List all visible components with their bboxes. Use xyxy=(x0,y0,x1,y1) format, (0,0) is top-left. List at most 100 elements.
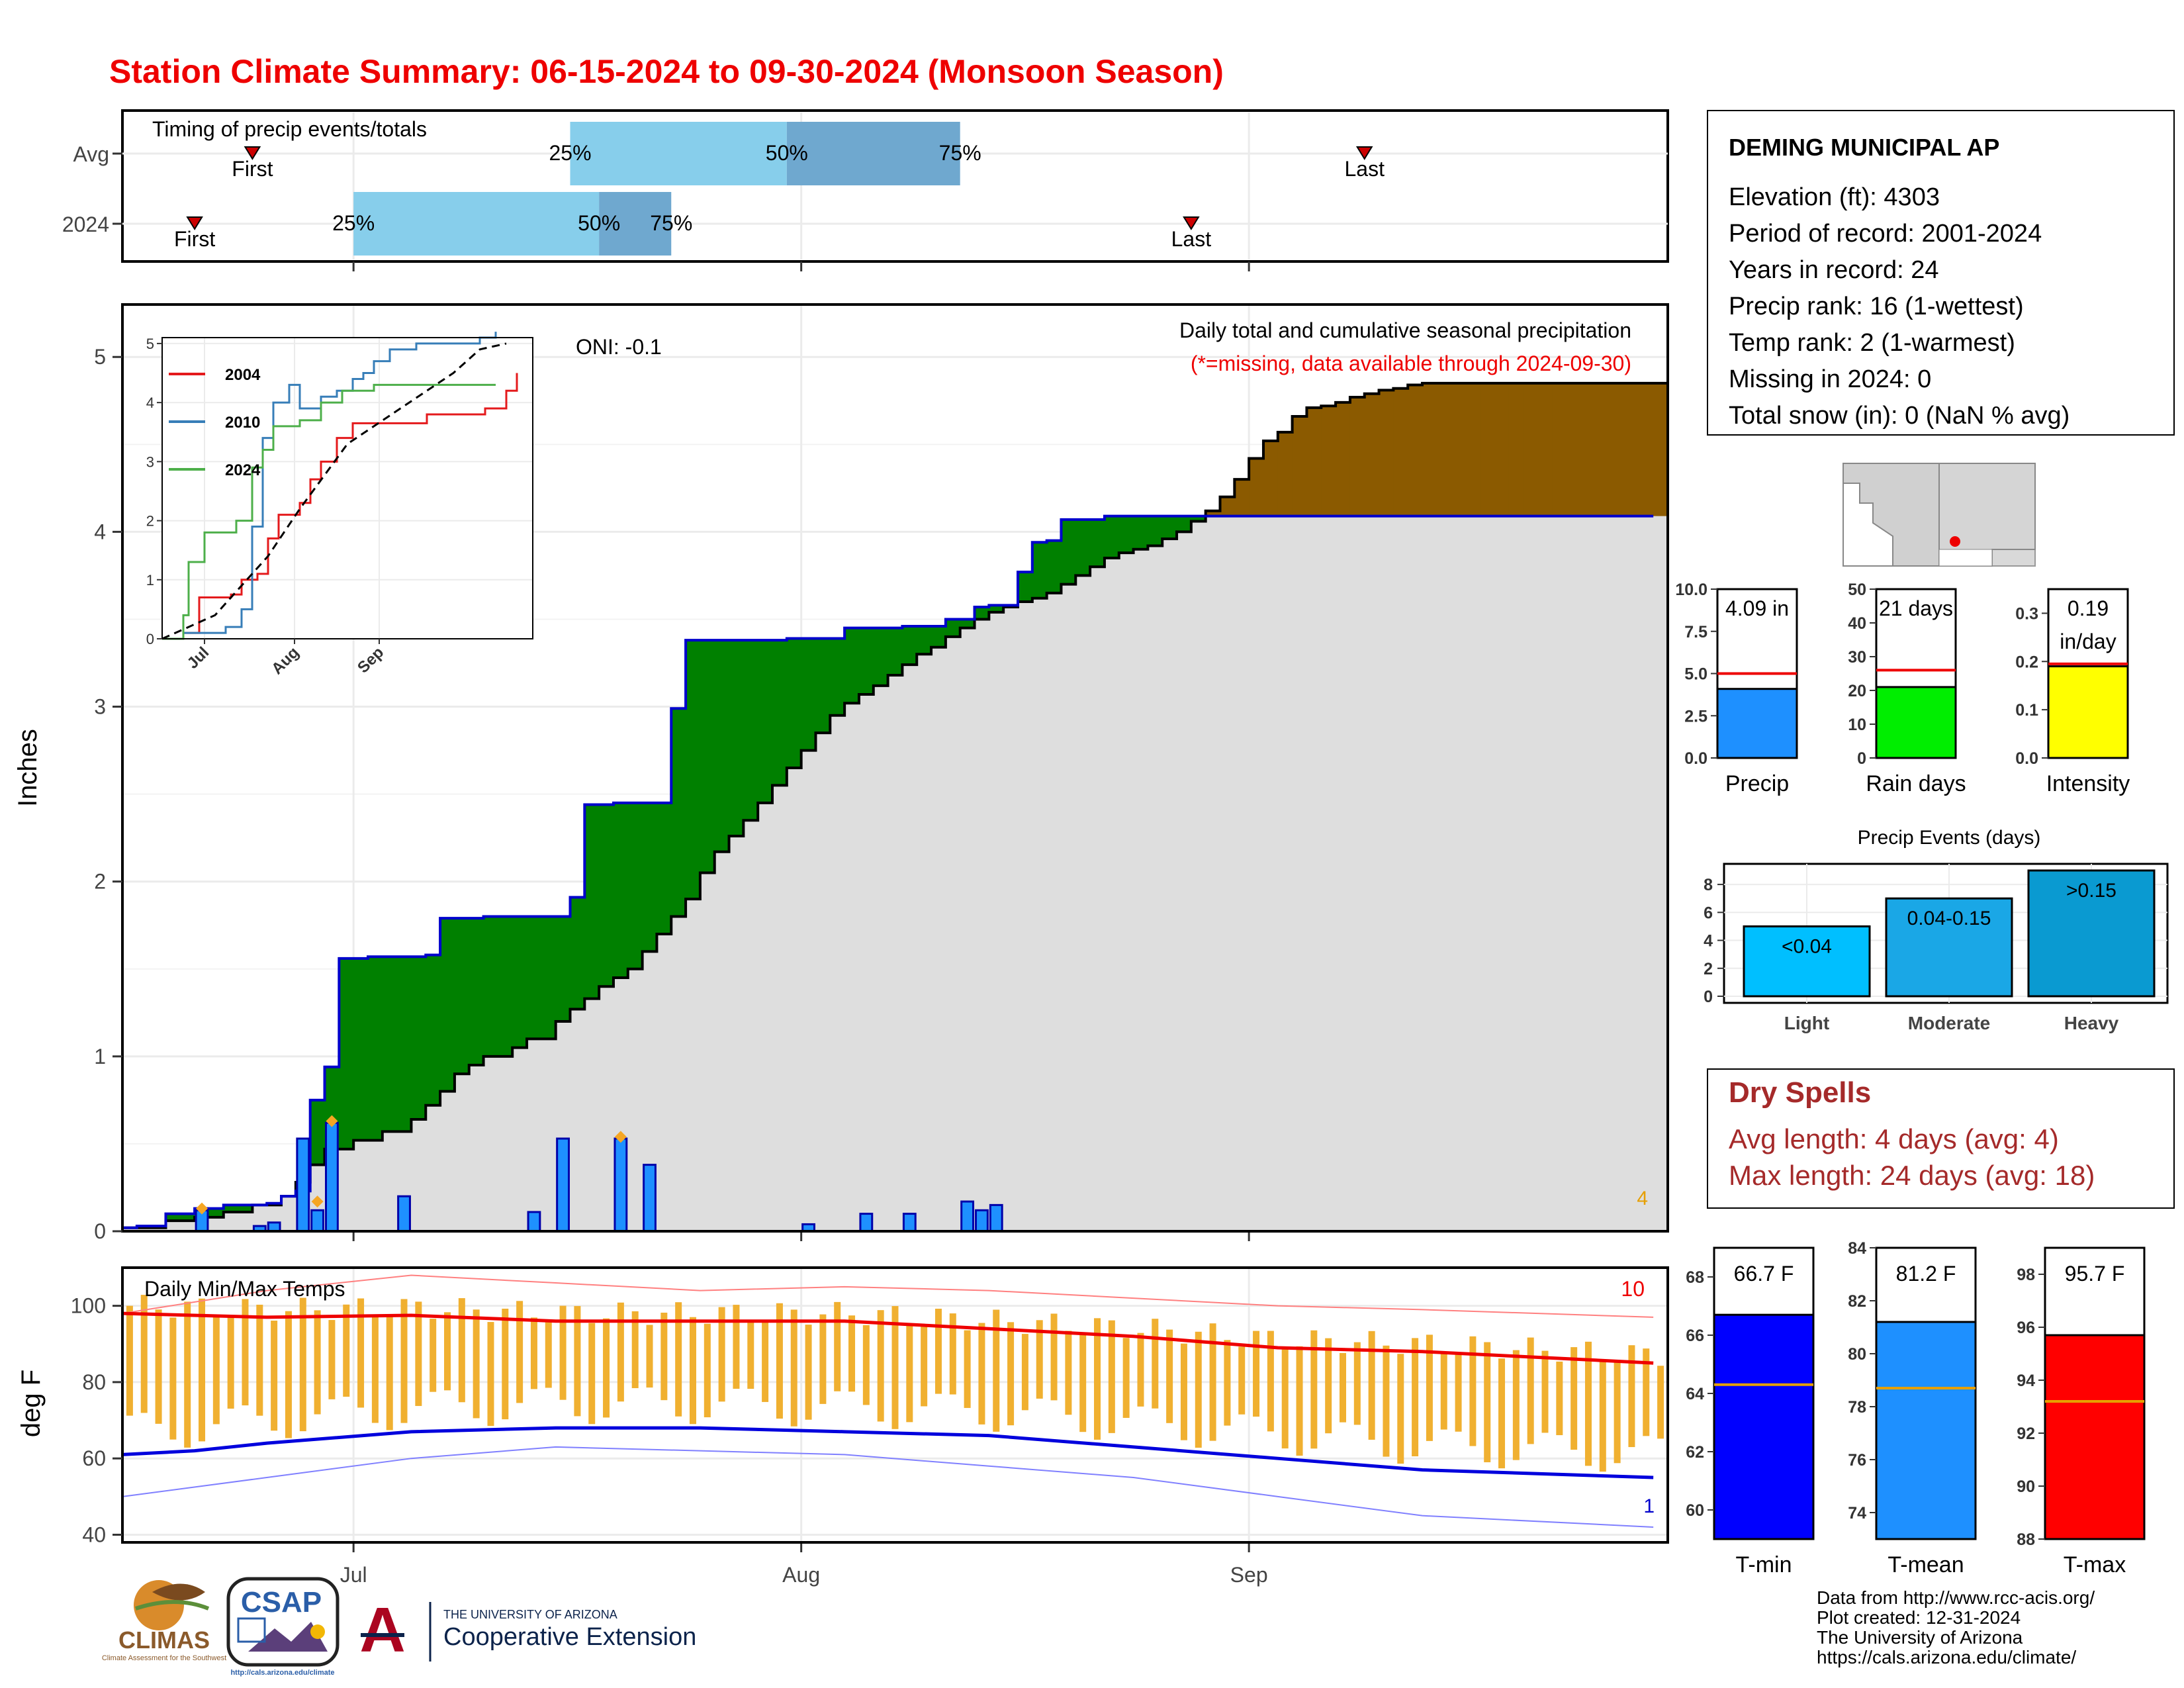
precip-base-area xyxy=(1610,516,1625,1232)
mini-bar-ytick-label: 0.3 xyxy=(2015,604,2038,623)
precip-surplus-area xyxy=(815,638,831,733)
timing-last-label: Last xyxy=(1171,227,1212,251)
mini-bar-caption: Rain days xyxy=(1866,771,1966,796)
temp-summary-ytick-label: 76 xyxy=(1848,1451,1866,1470)
precip-surplus-area xyxy=(339,958,354,1149)
precip-daily-bar xyxy=(296,1137,310,1233)
precip-base-area xyxy=(1508,516,1524,1232)
precip-base-area xyxy=(700,872,715,1231)
timing-last-marker xyxy=(1355,146,1373,160)
precip-base-area xyxy=(657,933,672,1231)
precip-base-area xyxy=(440,1091,455,1231)
temp-daily-range-bar xyxy=(964,1330,971,1408)
temp-daily-range-bar xyxy=(790,1309,797,1427)
precip-base-area xyxy=(1234,516,1250,1232)
temp-summary-ytick-label: 68 xyxy=(1686,1268,1704,1287)
temp-daily-range-bar xyxy=(631,1311,639,1389)
temp-daily-range-bar xyxy=(1079,1335,1087,1432)
precip-surplus-area xyxy=(743,640,758,821)
precip-deficit-area xyxy=(1465,383,1480,516)
precip-surplus-area xyxy=(469,918,484,1066)
precip-surplus-area xyxy=(180,1213,195,1221)
temp-daily-range-bar xyxy=(646,1325,653,1388)
temp-summary-value-label: 81.2 F xyxy=(1896,1262,1956,1286)
climas-subtitle: Climate Assessment for the Southwest xyxy=(102,1654,226,1662)
temp-daily-range-bar xyxy=(588,1323,596,1425)
logo-csap: CSAP http://cals.arizona.edu/climate xyxy=(226,1577,340,1677)
precip-ytick-label: 2 xyxy=(94,870,106,894)
temp-daily-range-bar xyxy=(1108,1320,1115,1433)
temp-daily-range-bar xyxy=(371,1315,379,1423)
mini-bar-unit-label: in/day xyxy=(2060,630,2116,653)
temp-daily-range-bar xyxy=(415,1301,422,1406)
temp-summary-ytick-label: 84 xyxy=(1848,1239,1866,1258)
footer-credit-line: Plot created: 12-31-2024 xyxy=(1817,1607,2021,1628)
temp-daily-range-bar xyxy=(1137,1333,1144,1407)
temp-daily-range-bar xyxy=(574,1305,581,1417)
precip-surplus-area xyxy=(786,638,802,768)
timing-p50-label: 50% xyxy=(766,141,808,165)
temp-daily-range-bar xyxy=(1152,1319,1159,1409)
temp-summary-ytick-label: 80 xyxy=(1848,1345,1866,1364)
climas-wordmark: CLIMAS xyxy=(118,1626,210,1654)
logo-university-of-arizona: A THE UNIVERSITY OF ARIZONA Cooperative … xyxy=(359,1595,696,1665)
precip-deficit-area xyxy=(1537,383,1553,516)
temp-daily-range-bar xyxy=(530,1317,537,1389)
temp-daily-range-bar xyxy=(502,1308,509,1420)
precip-base-area xyxy=(1639,516,1654,1232)
temp-daily-range-bar xyxy=(400,1299,408,1423)
precip-deficit-area xyxy=(1508,383,1524,516)
temp-record-min-line xyxy=(122,1446,1654,1528)
precip-base-area xyxy=(1465,516,1480,1232)
month-label: Jul xyxy=(340,1563,367,1587)
precip-base-area xyxy=(1552,516,1567,1232)
temp-daily-range-bar xyxy=(1512,1350,1520,1460)
mini-bar-ytick-label: 10 xyxy=(1848,716,1866,734)
temp-daily-range-bar xyxy=(1094,1318,1101,1440)
precip-ytick-label: 4 xyxy=(94,520,106,543)
mini-bar-ytick-label: 40 xyxy=(1848,614,1866,633)
precip-base-area xyxy=(989,612,1004,1231)
precip-base-area xyxy=(830,715,845,1231)
precip-base-area xyxy=(1494,516,1510,1232)
temp-daily-range-bar xyxy=(1498,1358,1506,1469)
precip-daily-bar xyxy=(527,1211,541,1233)
precip-surplus-area xyxy=(396,957,412,1132)
precip-base-area xyxy=(858,694,874,1231)
precip-base-area xyxy=(599,986,614,1231)
precip-base-area xyxy=(1191,521,1206,1232)
precip-surplus-area xyxy=(223,1205,239,1212)
precip-base-area xyxy=(960,628,976,1231)
temp-daily-range-bar xyxy=(1556,1361,1563,1436)
precip-surplus-area xyxy=(208,1208,224,1217)
mini-bar-ytick-label: 2.5 xyxy=(1684,707,1707,726)
temp-daily-range-bar xyxy=(978,1323,985,1425)
station-info-line: Elevation (ft): 4303 xyxy=(1729,183,1940,211)
temp-daily-range-bar xyxy=(473,1309,480,1419)
precip-base-area xyxy=(1046,592,1062,1231)
temp-ytick-label: 40 xyxy=(82,1523,106,1546)
dry-spells-avg: Avg length: 4 days (avg: 4) xyxy=(1729,1123,2059,1154)
temp-daily-range-bar xyxy=(617,1302,624,1402)
dry-spells-max: Max length: 24 days (avg: 18) xyxy=(1729,1160,2095,1191)
precip-base-area xyxy=(1451,516,1467,1232)
precip-surplus-area xyxy=(1104,516,1120,559)
temp-daily-range-bar xyxy=(733,1305,740,1389)
precip-base-area xyxy=(1032,598,1048,1231)
temp-summary-bar xyxy=(2044,1334,2146,1540)
precip-base-area xyxy=(122,1227,138,1231)
precip-deficit-area xyxy=(1292,416,1308,516)
temp-daily-range-bar xyxy=(545,1322,552,1388)
events-category-label: Moderate xyxy=(1908,1013,1990,1033)
temp-daily-range-bar xyxy=(1050,1313,1058,1401)
precip-deficit-area xyxy=(1436,383,1452,516)
precip-base-area xyxy=(686,899,701,1231)
precip-surplus-area xyxy=(1148,516,1163,546)
timing-bar-25-50 xyxy=(353,192,600,256)
precip-daily-bar xyxy=(614,1137,628,1233)
temp-daily-range-bar xyxy=(877,1310,884,1422)
temp-summary-caption: T-mean xyxy=(1888,1552,1964,1577)
mini-bar-caption: Precip xyxy=(1725,771,1789,796)
timing-row-label: Avg xyxy=(73,142,109,166)
precip-deficit-area xyxy=(1523,383,1539,516)
